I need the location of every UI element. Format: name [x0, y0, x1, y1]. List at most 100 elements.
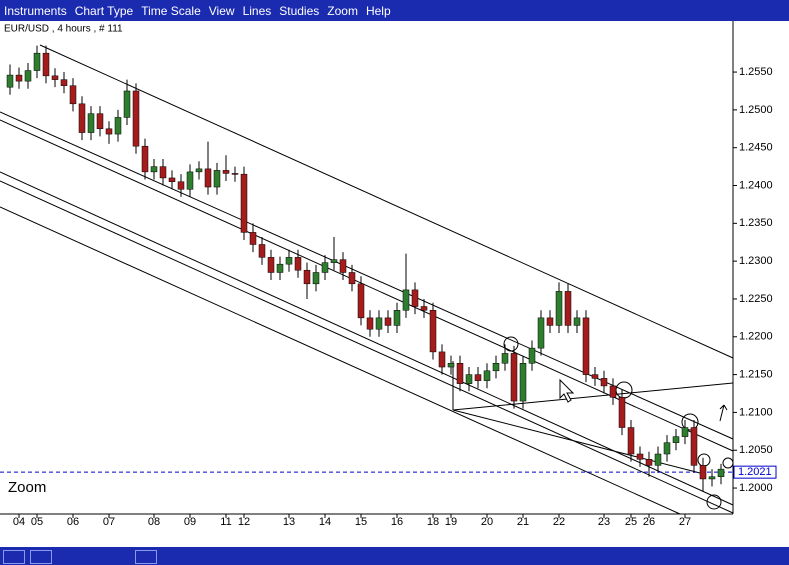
candle-body: [312, 272, 320, 285]
x-tick-label: 13: [283, 516, 295, 528]
candle-body: [573, 317, 581, 326]
x-tick-label: 11: [220, 516, 231, 528]
candle-body: [690, 427, 698, 466]
y-tick-label: 1.2200: [739, 331, 773, 343]
candle-body: [33, 52, 41, 71]
candle-body: [285, 257, 293, 265]
candle-body: [420, 306, 428, 311]
menu-item[interactable]: Help: [365, 3, 391, 18]
y-tick-label: 1.2150: [739, 368, 773, 380]
trendlines: [0, 44, 734, 515]
candle-body: [519, 362, 527, 402]
candle-body: [87, 113, 95, 133]
candle-body: [537, 317, 545, 349]
y-tick-label: 1.2550: [739, 66, 773, 78]
candle-body: [555, 291, 563, 326]
candle-body: [681, 427, 689, 437]
x-tick-label: 04: [13, 516, 25, 528]
candle-body: [447, 362, 455, 368]
candle-body: [96, 113, 104, 130]
last-price-box: [733, 465, 777, 479]
candle-body: [69, 85, 77, 105]
candle-body: [654, 453, 662, 466]
candle-body: [159, 166, 167, 179]
x-tick-label: 18: [427, 516, 439, 528]
x-tick-label: 19: [445, 516, 457, 528]
y-tick-label: 1.2500: [739, 104, 773, 116]
candle-body: [591, 374, 599, 379]
menu-item[interactable]: View: [208, 3, 235, 18]
candle-body: [501, 353, 509, 364]
candle-body: [339, 259, 347, 273]
x-tick-label: 16: [391, 516, 403, 528]
x-tick-label: 08: [148, 516, 160, 528]
candle-body: [294, 257, 302, 271]
candle-body: [402, 289, 410, 311]
candle-body: [366, 317, 374, 330]
candle-body: [78, 103, 86, 133]
x-tick-label: 06: [67, 516, 79, 528]
candle-body: [276, 263, 284, 273]
candle-body: [627, 427, 635, 455]
menu-item[interactable]: Time Scale: [141, 3, 201, 18]
candle-body: [636, 453, 644, 460]
candle-body: [564, 291, 572, 326]
y-tick-label: 1.2250: [739, 293, 773, 305]
x-tick-label: 15: [355, 516, 367, 528]
status-bar: [0, 547, 789, 565]
candle-body: [222, 170, 230, 174]
candle-body: [492, 362, 500, 372]
candle-body: [429, 310, 437, 353]
candle-body: [132, 90, 140, 147]
menu-item[interactable]: Zoom: [327, 3, 358, 18]
menu-item[interactable]: Chart Type: [74, 3, 134, 18]
candle-body: [546, 317, 554, 326]
y-tick-label: 1.2100: [739, 406, 773, 418]
y-tick-label: 1.2450: [739, 142, 773, 154]
candle-body: [699, 465, 707, 480]
candle-body: [456, 362, 464, 384]
x-tick-label: 22: [553, 516, 565, 528]
candle-body: [114, 117, 122, 135]
y-tick-label: 1.2000: [739, 482, 773, 494]
y-tick-label: 1.2300: [739, 255, 773, 267]
candle-body: [357, 283, 365, 319]
candle-body: [258, 244, 266, 258]
candle-body: [186, 171, 194, 190]
candle-body: [195, 168, 203, 173]
candle-body: [177, 181, 185, 190]
candle-body: [528, 347, 536, 364]
candle-body: [645, 459, 653, 466]
candle-body: [438, 351, 446, 368]
candle-body: [465, 374, 473, 384]
x-tick-label: 25: [625, 516, 637, 528]
x-tick-label: 05: [31, 516, 43, 528]
zoom-label: Zoom: [8, 479, 46, 496]
candle-body: [582, 317, 590, 375]
candle-body: [15, 74, 23, 82]
candle-body: [267, 257, 275, 273]
candle-body: [609, 385, 617, 398]
x-tick-label: 26: [643, 516, 655, 528]
x-tick-label: 20: [481, 516, 493, 528]
status-icon: [3, 550, 25, 564]
x-tick-label: 07: [103, 516, 115, 528]
y-tick-label: 1.2050: [739, 444, 773, 456]
x-tick-label: 14: [319, 516, 331, 528]
menu-item[interactable]: Studies: [279, 3, 320, 18]
candle-body: [150, 166, 158, 173]
candle-body: [213, 170, 221, 188]
candle-body: [411, 289, 419, 307]
candle-body: [348, 272, 356, 285]
candle-body: [618, 397, 626, 428]
candle-body: [249, 232, 257, 245]
x-tick-label: 21: [517, 516, 529, 528]
menu-item[interactable]: Instruments: [4, 3, 67, 18]
candle-body: [672, 436, 680, 443]
chart-bg: [0, 21, 789, 547]
x-tick-label: 23: [598, 516, 610, 528]
y-tick-label: 1.2400: [739, 179, 773, 191]
menu-bar: Instruments Chart Type Time Scale View Lines…: [0, 0, 789, 21]
menu-item[interactable]: Lines: [242, 3, 272, 18]
